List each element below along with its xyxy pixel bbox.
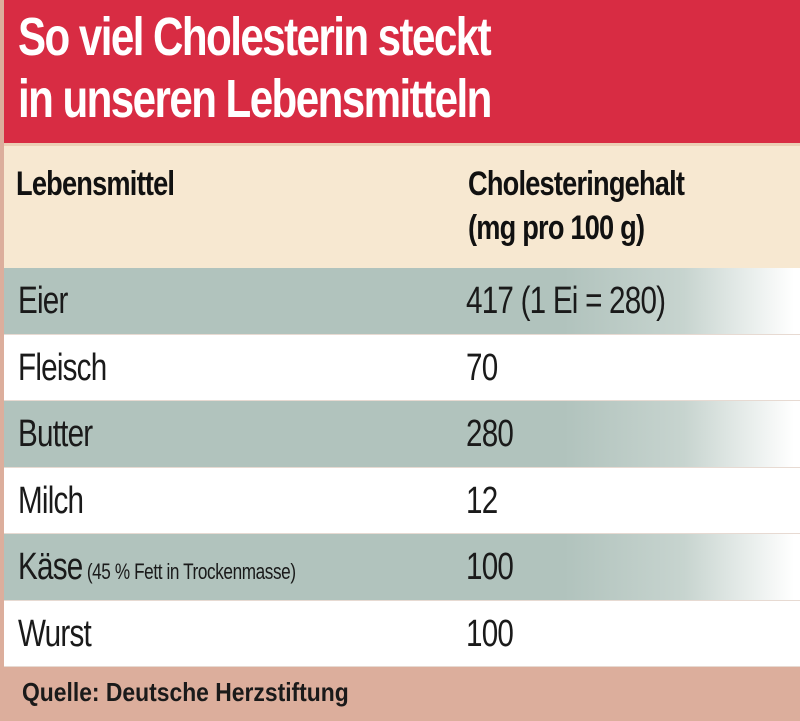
food-note: (45 % Fett in Trockenmasse)	[82, 559, 296, 584]
header-cholesterol-unit: (mg pro 100 g)	[468, 209, 645, 247]
table-body: Eier 417 (1 Ei = 280) Fleisch 70 Butter …	[4, 268, 800, 667]
value-cell: 12	[466, 479, 498, 522]
food-cell: Fleisch	[18, 343, 107, 393]
title-line-2: in unseren Lebensmitteln	[18, 69, 492, 129]
food-name: Käse	[18, 546, 83, 588]
table-row: Käse (45 % Fett in Trockenmasse) 100	[4, 534, 800, 601]
header-cholesterol: Cholesteringehalt (mg pro 100 g)	[468, 162, 685, 250]
value-cell: 280	[466, 413, 514, 455]
food-cell: Käse (45 % Fett in Trockenmasse)	[18, 542, 296, 597]
table-row: Butter 280	[4, 401, 800, 468]
food-cell: Milch	[18, 476, 84, 526]
food-name: Wurst	[18, 612, 92, 655]
table-row: Eier 417 (1 Ei = 280)	[4, 268, 800, 335]
food-cell: Butter	[18, 409, 93, 459]
table-row: Wurst 100	[4, 600, 800, 667]
source-footer: Quelle: Deutsche Herzstiftung	[4, 667, 800, 721]
food-name: Eier	[18, 280, 68, 322]
value-cell: 100	[466, 612, 514, 655]
value-cell: 417 (1 Ei = 280)	[466, 280, 666, 322]
title-line-1: So viel Cholesterin steckt	[18, 7, 492, 67]
food-name: Milch	[18, 479, 84, 522]
food-cell: Wurst	[18, 609, 92, 659]
table-row: Fleisch 70	[4, 334, 800, 401]
food-name: Butter	[18, 413, 93, 455]
header-food: Lebensmittel	[16, 165, 175, 203]
food-cell: Eier	[18, 276, 68, 326]
food-name: Fleisch	[18, 346, 107, 389]
table-row: Milch 12	[4, 467, 800, 534]
table-header: Lebensmittel Cholesteringehalt (mg pro 1…	[4, 143, 800, 268]
value-cell: 70	[466, 346, 498, 389]
title-banner: So viel Cholesterin steckt in unseren Le…	[4, 0, 800, 143]
source-credit: Quelle: Deutsche Herzstiftung	[22, 677, 349, 707]
value-cell: 100	[466, 546, 514, 588]
header-cholesterol-line-1: Cholesteringehalt	[468, 165, 685, 203]
